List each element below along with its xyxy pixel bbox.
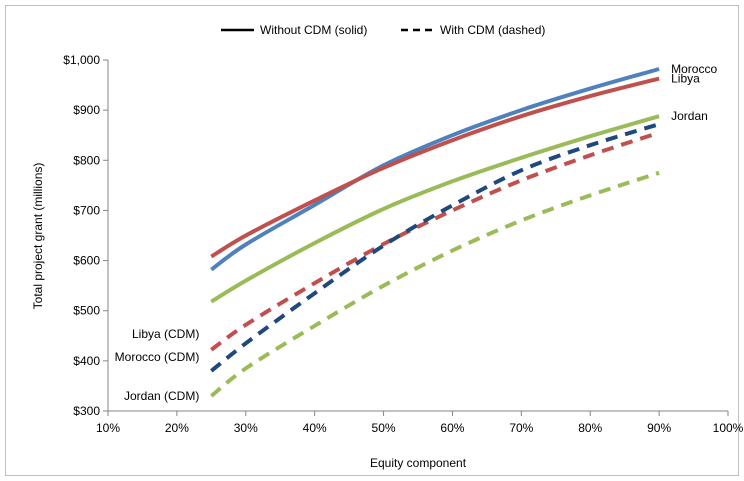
y-tick-label: $1,000 bbox=[63, 53, 100, 67]
tick-labels: 10% 20% 30% 40% 50% 60% 70% 80% 90% 100% $300 $400 $… bbox=[63, 53, 743, 435]
series-line-morocco bbox=[210, 67, 660, 272]
y-axis-title: Total project grant (millions) bbox=[31, 163, 45, 310]
series-label-libya: Libya bbox=[671, 72, 700, 86]
series-line-libya bbox=[210, 76, 660, 259]
series-line-morocco-cdm bbox=[210, 122, 660, 373]
y-tick-label: $500 bbox=[73, 304, 100, 318]
series-label-morocco: Morocco bbox=[671, 62, 717, 76]
x-tick-label: 60% bbox=[440, 421, 464, 435]
legend-label-dashed: With CDM (dashed) bbox=[440, 23, 545, 37]
series-label-morocco-cdm: Morocco (CDM) bbox=[115, 350, 200, 364]
series-line-libya-cdm bbox=[210, 130, 660, 352]
x-tick-label: 80% bbox=[578, 421, 602, 435]
y-tick-label: $600 bbox=[73, 254, 100, 268]
legend: Without CDM (solid) With CDM (dashed) bbox=[221, 23, 545, 37]
y-tick-label: $700 bbox=[73, 203, 100, 217]
series-line-jordan bbox=[210, 114, 660, 304]
y-tick-label: $300 bbox=[73, 404, 100, 418]
series-label-jordan-cdm: Jordan (CDM) bbox=[124, 389, 199, 403]
y-tick-label: $900 bbox=[73, 103, 100, 117]
axes bbox=[103, 59, 729, 416]
x-tick-label: 100% bbox=[713, 421, 744, 435]
x-axis-title: Equity component bbox=[370, 456, 467, 470]
x-tick-label: 40% bbox=[303, 421, 327, 435]
series-lines bbox=[210, 67, 660, 398]
x-tick-label: 30% bbox=[234, 421, 258, 435]
x-tick-label: 10% bbox=[96, 421, 120, 435]
x-tick-label: 70% bbox=[509, 421, 533, 435]
series-label-libya-cdm: Libya (CDM) bbox=[132, 327, 199, 341]
chart-border bbox=[5, 5, 739, 476]
series-line-jordan-cdm bbox=[210, 170, 660, 398]
y-tick-label: $400 bbox=[73, 354, 100, 368]
legend-label-solid: Without CDM (solid) bbox=[260, 23, 367, 37]
x-tick-label: 20% bbox=[165, 421, 189, 435]
y-tick-label: $800 bbox=[73, 153, 100, 167]
x-tick-label: 90% bbox=[647, 421, 671, 435]
series-label-jordan: Jordan bbox=[671, 109, 708, 123]
x-tick-label: 50% bbox=[372, 421, 396, 435]
